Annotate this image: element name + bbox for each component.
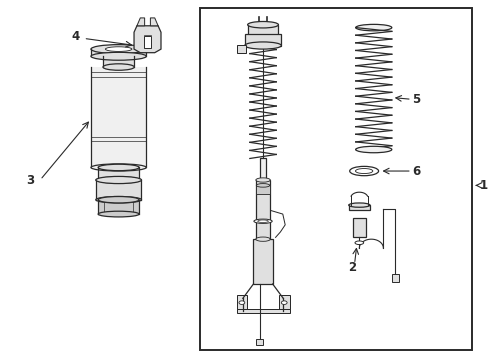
Bar [255,180,270,239]
Ellipse shape [257,220,268,222]
Bar [348,205,369,211]
Bar [143,36,151,48]
Bar [253,239,272,284]
Ellipse shape [91,52,146,60]
Ellipse shape [281,301,286,305]
Polygon shape [134,26,161,53]
Bar [236,45,245,53]
Text: 6: 6 [411,165,420,177]
Bar [247,25,278,35]
Bar [236,296,246,309]
Ellipse shape [91,45,146,54]
Ellipse shape [244,42,281,49]
Bar [391,274,398,282]
Ellipse shape [256,184,269,187]
Bar [96,180,141,200]
Ellipse shape [98,211,139,217]
Ellipse shape [91,164,146,171]
Bar [256,185,269,194]
Bar [98,200,139,214]
Ellipse shape [98,177,139,183]
Ellipse shape [98,197,139,203]
Bar [244,34,281,45]
Bar [103,56,134,67]
Bar [200,8,471,350]
Text: 4: 4 [71,30,79,43]
Ellipse shape [103,64,134,70]
Ellipse shape [255,178,270,182]
Ellipse shape [355,146,391,153]
Ellipse shape [105,47,132,51]
Bar [91,49,146,56]
Bar [259,158,266,234]
Ellipse shape [98,164,139,171]
Ellipse shape [354,241,363,244]
Text: 1: 1 [479,179,487,192]
Polygon shape [150,18,158,26]
Ellipse shape [239,301,244,305]
Ellipse shape [247,22,278,28]
Bar [278,296,289,309]
Ellipse shape [355,168,372,174]
Ellipse shape [348,203,369,207]
Polygon shape [137,18,144,26]
Ellipse shape [255,237,270,241]
Ellipse shape [355,24,391,31]
Ellipse shape [96,197,141,203]
Text: 3: 3 [26,174,35,186]
Ellipse shape [349,166,378,176]
Ellipse shape [253,219,272,224]
Bar [98,167,139,180]
Bar [91,67,146,167]
Ellipse shape [96,176,141,184]
Text: 5: 5 [411,93,420,106]
Bar [352,218,366,237]
Bar [256,338,263,345]
Text: 2: 2 [347,261,355,274]
Bar [236,309,289,314]
